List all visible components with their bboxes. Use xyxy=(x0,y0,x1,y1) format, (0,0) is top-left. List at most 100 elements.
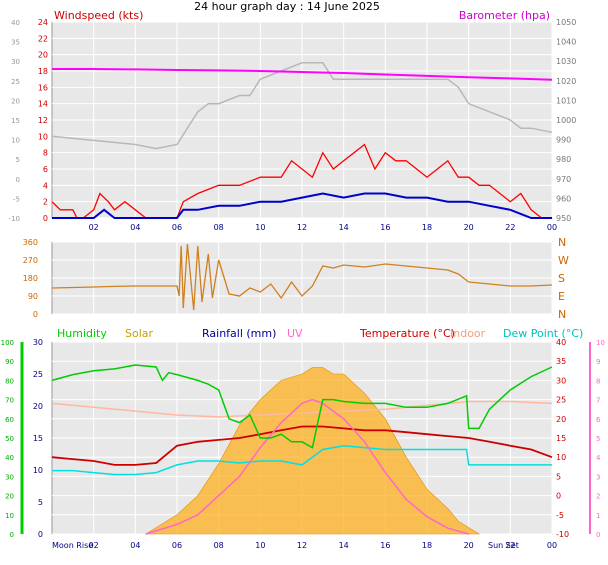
direction-line xyxy=(51,243,553,311)
temp-x-tick-label: 18 xyxy=(422,541,432,550)
temp-ticks: -10-505101520253035400102030405060708090… xyxy=(1,338,605,550)
rain-tick-label: 20 xyxy=(33,402,43,411)
direction-tick-label: 0 xyxy=(33,310,38,319)
outer-y-tick-label: 0 xyxy=(16,176,20,184)
outer-y-tick-label: -5 xyxy=(13,195,20,203)
wind-x-tick-label: 10 xyxy=(255,223,265,232)
dewpoint-line xyxy=(52,444,552,476)
temp-tick-label: 20 xyxy=(556,415,566,424)
indoor-label: Indoor xyxy=(450,327,486,340)
uv-tick-label: 9 xyxy=(596,358,600,366)
wind-y-tick-label: 14 xyxy=(38,100,48,109)
humidity-tick-label: 50 xyxy=(5,435,14,443)
wind-y-tick-label: 0 xyxy=(43,214,48,223)
wind-x-tick-label: 16 xyxy=(380,223,390,232)
humidity-tick-label: 0 xyxy=(10,531,14,539)
temp-x-tick-label: 20 xyxy=(464,541,474,550)
humidity-tick-label: 60 xyxy=(5,416,14,424)
temp-series xyxy=(51,364,553,535)
temp-tick-label: 15 xyxy=(556,434,566,443)
wind-x-tick-label: 06 xyxy=(172,223,182,232)
temp-tick-label: 0 xyxy=(556,492,561,501)
humidity-tick-label: 100 xyxy=(1,339,14,347)
barometer-tick-label: 1020 xyxy=(556,77,576,86)
wind-y-tick-label: 22 xyxy=(38,34,48,43)
temp-tick-label: -5 xyxy=(556,511,564,520)
rain-tick-label: 30 xyxy=(33,338,43,347)
wind-ticks: 024681012141618202224-10-505101520253035… xyxy=(9,18,577,232)
temp-x-tick-label: 04 xyxy=(130,541,140,550)
uv-tick-label: 7 xyxy=(596,397,600,405)
humidity-tick-label: 80 xyxy=(5,377,14,385)
barometer-tick-label: 980 xyxy=(556,155,571,164)
temperature-line xyxy=(51,425,553,466)
wind-y-tick-label: 8 xyxy=(43,149,48,158)
direction-series xyxy=(51,243,553,311)
barometer-tick-label: 950 xyxy=(556,214,571,223)
barometer-tick-label: 1040 xyxy=(556,38,576,47)
wind-x-tick-label: 02 xyxy=(89,223,99,232)
barometer-tick-label: 990 xyxy=(556,136,571,145)
solar-label: Solar xyxy=(125,327,154,340)
temp-tick-label: 5 xyxy=(556,472,561,481)
wind-x-tick-label: 12 xyxy=(297,223,307,232)
direction-tick-label: 270 xyxy=(23,256,38,265)
outline-line xyxy=(51,62,553,150)
outer-y-tick-label: 10 xyxy=(11,137,20,145)
temperature-label: Temperature (°C) xyxy=(359,327,455,340)
sunset-label: Sun Set xyxy=(488,541,519,550)
barometer-tick-label: 1000 xyxy=(556,116,576,125)
outer-y-tick-label: 40 xyxy=(11,19,20,27)
outer-y-tick-label: 15 xyxy=(11,117,20,125)
graph-title: 24 hour graph day : 14 June 2025 xyxy=(194,0,380,13)
rain-tick-label: 0 xyxy=(38,530,43,539)
wind-y-tick-label: 6 xyxy=(43,165,48,174)
wind-y-tick-label: 10 xyxy=(38,132,48,141)
temp-tick-label: -10 xyxy=(556,530,569,539)
direction-tick-label: 90 xyxy=(28,292,38,301)
humidity-tick-label: 70 xyxy=(5,397,14,405)
humidity-tick-label: 90 xyxy=(5,358,14,366)
direction-tick-label: 360 xyxy=(23,238,38,247)
wind-y-tick-label: 16 xyxy=(38,83,48,92)
wind-y-tick-label: 12 xyxy=(38,116,48,125)
rain-tick-label: 25 xyxy=(33,370,43,379)
wind-avg-line xyxy=(52,192,552,219)
dewpoint-label: Dew Point (°C) xyxy=(503,327,583,340)
wind-x-tick-label: 00 xyxy=(547,223,557,232)
temp-labels: Humidity Solar Rainfall (mm) UV Temperature … xyxy=(57,327,583,340)
temp-tick-label: 10 xyxy=(556,453,566,462)
outer-y-tick-label: 35 xyxy=(11,39,20,47)
rain-tick-label: 10 xyxy=(33,466,43,475)
outer-y-tick-label: -10 xyxy=(9,215,20,223)
barometer-tick-label: 1050 xyxy=(556,18,576,27)
wind-x-tick-label: 18 xyxy=(422,223,432,232)
uv-tick-label: 3 xyxy=(596,473,600,481)
barometer-label: Barometer (hpa) xyxy=(459,9,550,22)
outer-y-tick-label: 5 xyxy=(16,156,20,164)
indoor-line xyxy=(51,400,553,418)
rain-tick-label: 5 xyxy=(38,498,43,507)
outer-y-tick-label: 25 xyxy=(11,78,20,86)
outer-y-tick-label: 30 xyxy=(11,58,20,66)
temp-x-tick-label: 02 xyxy=(89,541,99,550)
wind-x-tick-label: 14 xyxy=(339,223,349,232)
wind-x-tick-label: 08 xyxy=(214,223,224,232)
solar-area xyxy=(144,367,481,535)
wind-y-tick-label: 18 xyxy=(38,67,48,76)
uv-tick-label: 2 xyxy=(596,493,600,501)
barometer-line xyxy=(52,68,553,81)
humidity-tick-label: 40 xyxy=(5,454,14,462)
direction-tick-label: 180 xyxy=(23,274,38,283)
temp-tick-label: 40 xyxy=(556,338,566,347)
compass-label: N xyxy=(558,308,566,321)
direction-grid xyxy=(52,241,553,315)
barometer-tick-label: 970 xyxy=(556,175,571,184)
uv-tick-label: 10 xyxy=(596,339,605,347)
humidity-label: Humidity xyxy=(57,327,107,340)
wind-x-tick-label: 20 xyxy=(464,223,474,232)
compass-label: E xyxy=(558,290,565,303)
